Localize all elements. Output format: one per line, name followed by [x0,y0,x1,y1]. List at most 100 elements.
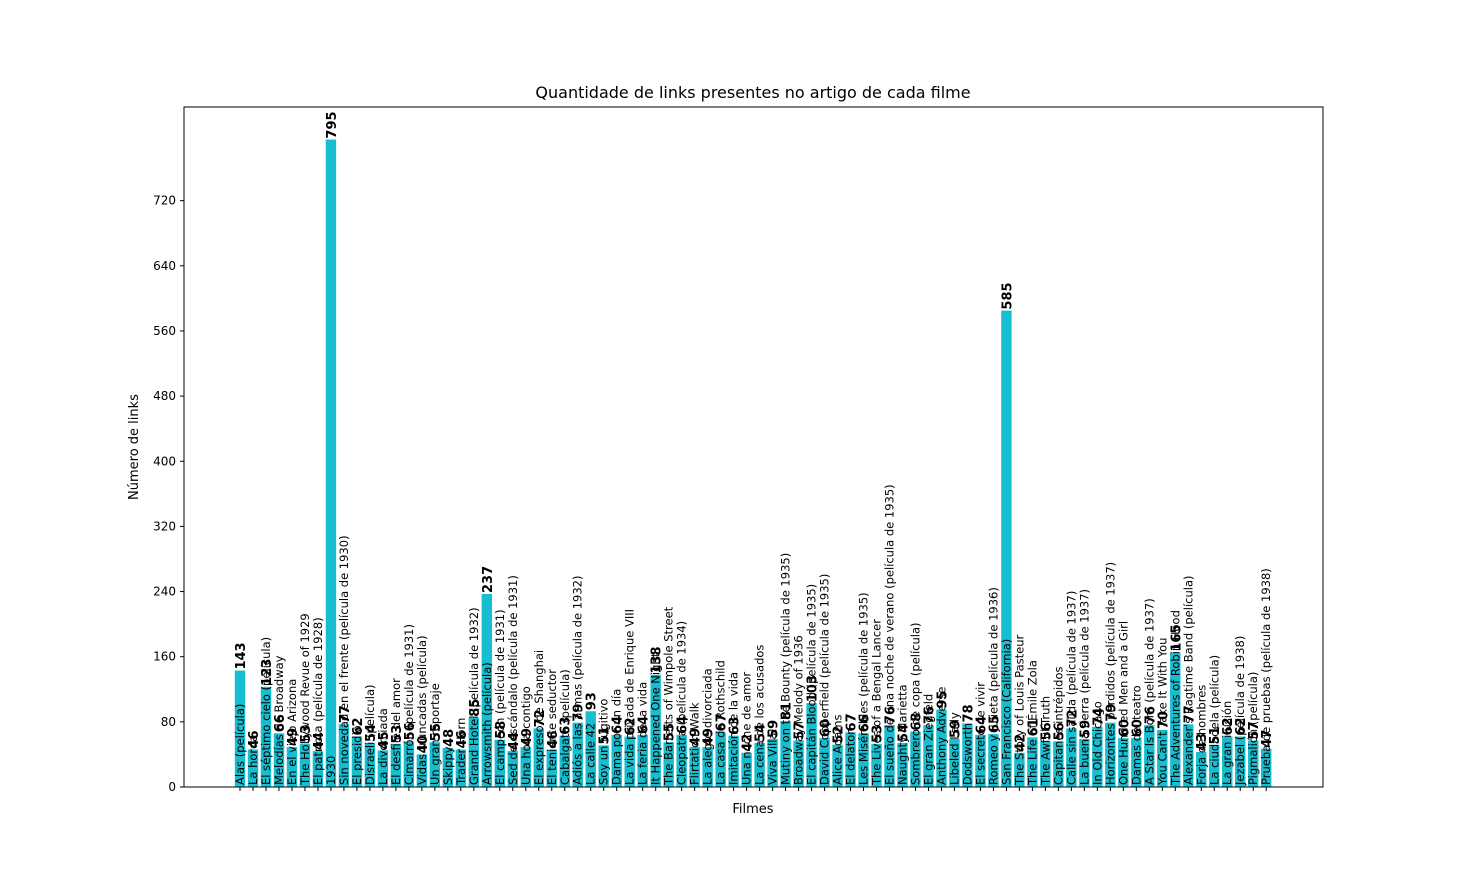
bar [1248,740,1259,787]
value-label: 60 [1130,719,1145,737]
x-tick-label: Dama por un día [610,689,624,785]
value-label: 56 [1039,722,1054,740]
x-tick-label: Libeled Lady [947,712,961,785]
value-label: 52 [832,726,847,744]
x-tick-label: En el viejo Arizona [285,679,299,785]
x-tick-label: Sin novedad en el frente (película de 19… [337,535,351,785]
value-label: 64 [676,716,691,734]
y-tick-label: 640 [153,259,176,273]
x-tick-label: La horda [246,735,260,785]
value-label: 53 [871,725,886,743]
value-label: 64 [637,716,652,734]
bar [611,734,622,787]
value-label: 64 [611,716,626,734]
value-label: 67 [715,713,730,731]
x-tick-label: Viva Villa! [766,728,780,785]
bar [234,670,246,787]
value-label: 76 [1143,706,1158,724]
bar [286,747,298,787]
value-label: 54 [754,724,769,742]
bar [598,745,609,787]
bar [273,733,285,787]
value-label: 59 [948,720,963,738]
bar [546,749,557,787]
bar [429,742,441,787]
x-tick-label: Una noche de amor [740,672,754,785]
x-tick-label: La vida privada de Enrique VIII [623,609,637,785]
x-tick-label: Mutiny on the Bounty (película de 1935) [779,553,793,785]
value-label: 138 [650,646,665,673]
value-label: 49 [286,728,301,746]
value-label: 48 [442,729,457,747]
y-tick-label: 480 [153,389,176,403]
value-label: 49 [689,728,704,746]
value-label: 63 [559,717,574,735]
bar [403,741,415,787]
value-label: 57 [1247,721,1262,739]
x-tick-label: Dodsworth [960,723,974,785]
y-tick-label: 560 [153,324,176,338]
bar [533,728,544,787]
x-tick-label: El capitán Blood (película de 1935) [805,584,819,785]
bar [910,731,921,787]
bar [416,754,428,787]
value-label: 81 [780,702,795,720]
x-tick-label: Damas del teatro [1129,685,1143,785]
bar [741,752,752,787]
x-tick-label: Calle sin salida (película de 1937) [1064,591,1078,785]
bar [767,738,778,787]
x-tick-label: Broadway Melody of 1936 [792,635,806,785]
bar [1170,652,1181,787]
x-tick-label: Les Misérables (película de 1935) [857,592,871,785]
bar [1066,728,1077,787]
value-label: 795 [325,111,340,138]
bar [1183,724,1194,787]
x-tick-label: La divorciada [376,708,390,785]
x-tick-label: El expreso de Shanghai [532,650,546,785]
bar [468,717,480,787]
bar [559,735,570,787]
bar [572,722,583,787]
value-label: 43 [1195,733,1210,751]
value-label: 51 [598,726,613,744]
bar [858,733,869,787]
value-label: 46 [546,730,561,748]
value-label: 44 [312,732,327,750]
x-tick-label: Imitación de la vida [727,672,741,785]
x-tick-label: Horizontes perdidos (película de 1937) [1103,562,1117,785]
bar [793,740,804,787]
x-tick-label: 1930 [324,756,338,785]
value-label: 76 [884,706,899,724]
x-tick-label: La alegre divorciada [701,668,715,785]
bar [1092,726,1103,787]
bar [637,734,648,787]
value-label: 53 [299,725,314,743]
x-tick-label: Cleopatra (película de 1934) [675,621,689,785]
x-tick-label: El teniente seductor [545,669,559,785]
bar [299,743,311,787]
bar [585,711,596,787]
bar [520,747,531,787]
value-label: 64 [974,716,989,734]
x-tick-label: Flirtation Walk [688,702,702,785]
value-label: 59 [1078,720,1093,738]
value-label: 67 [845,713,860,731]
bar [338,724,350,787]
value-label: 53 [390,725,405,743]
bar [819,738,830,787]
bar [260,686,272,787]
value-label: 79 [572,704,587,722]
x-tick-label: Naughty Marietta [895,684,909,785]
value-label: 143 [234,642,249,669]
value-label: 42 [1013,734,1028,752]
value-label: 45 [377,731,392,749]
x-tick-label: It Happened One Night [649,652,663,785]
bar [962,723,973,787]
value-label: 62 [351,717,366,735]
value-label: 54 [364,724,379,742]
y-tick-label: 0 [168,780,176,794]
value-label: 40 [416,735,431,753]
chart-title: Quantidade de links presentes no artigo … [535,83,970,102]
value-label: 62 [1234,717,1249,735]
